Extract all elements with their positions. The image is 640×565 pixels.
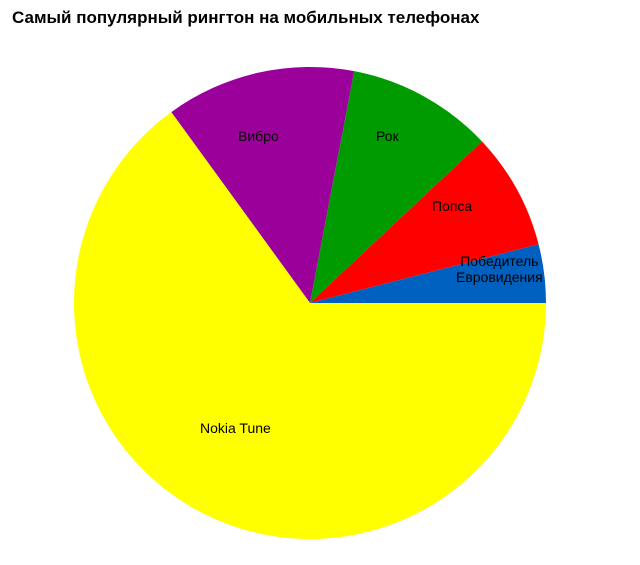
pie-svg xyxy=(0,0,640,565)
pie-chart: Самый популярный рингтон на мобильных те… xyxy=(0,0,640,565)
slice-label: Победитель Евровидения xyxy=(456,253,543,285)
chart-title: Самый популярный рингтон на мобильных те… xyxy=(12,8,479,28)
slice-label: Попса xyxy=(432,198,472,214)
slice-label: Рок xyxy=(376,128,399,144)
slice-label: Nokia Tune xyxy=(200,420,271,436)
slice-label: Вибро xyxy=(238,128,279,144)
